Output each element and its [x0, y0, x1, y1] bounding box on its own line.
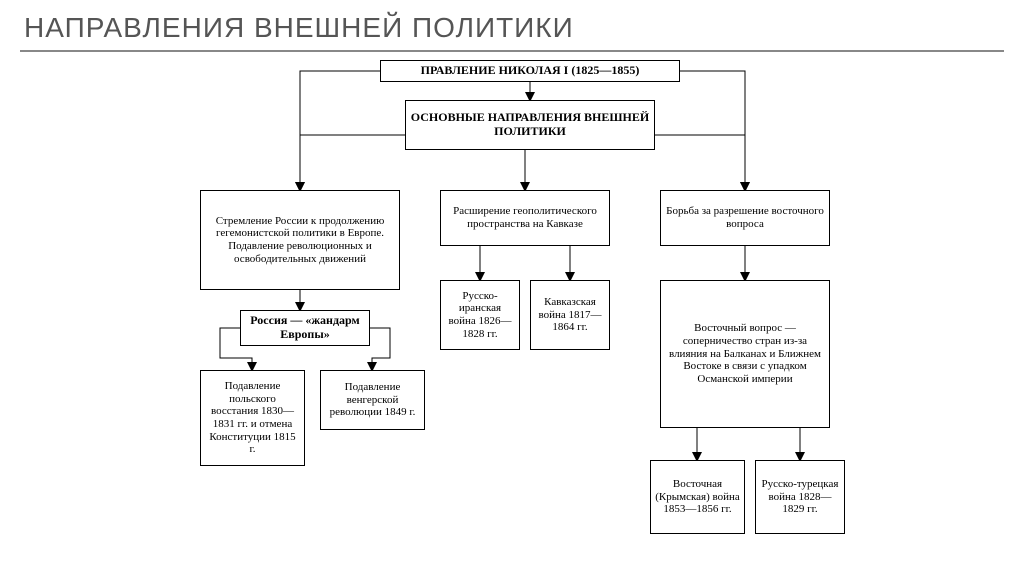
node-dir1: Стремление России к продолжению гегемони…	[200, 190, 400, 290]
node-hung: Подавление венгерской революции 1849 г.	[320, 370, 425, 430]
node-crim: Восточная (Крымская) война 1853—1856 гг.	[650, 460, 745, 534]
node-dir2: Расширение геополитического пространства…	[440, 190, 610, 246]
node-turk: Русско-турецкая война 1828—1829 гг.	[755, 460, 845, 534]
title-underline	[20, 50, 1004, 52]
node-kavk: Кавказская война 1817—1864 гг.	[530, 280, 610, 350]
flowchart-container: ПРАВЛЕНИЕ НИКОЛАЯ I (1825—1855) ОСНОВНЫЕ …	[180, 60, 900, 570]
node-gend: Россия — «жандарм Европы»	[240, 310, 370, 346]
node-pol: Подавление польского восстания 1830—1831…	[200, 370, 305, 466]
page-title: НАПРАВЛЕНИЯ ВНЕШНЕЙ ПОЛИТИКИ	[0, 0, 1024, 48]
node-root: ПРАВЛЕНИЕ НИКОЛАЯ I (1825—1855)	[380, 60, 680, 82]
node-main: ОСНОВНЫЕ НАПРАВЛЕНИЯ ВНЕШНЕЙ ПОЛИТИКИ	[405, 100, 655, 150]
node-east: Восточный вопрос — соперничество стран и…	[660, 280, 830, 428]
node-dir3: Борьба за разрешение восточного вопроса	[660, 190, 830, 246]
node-iran: Русско-иранская война 1826—1828 гг.	[440, 280, 520, 350]
